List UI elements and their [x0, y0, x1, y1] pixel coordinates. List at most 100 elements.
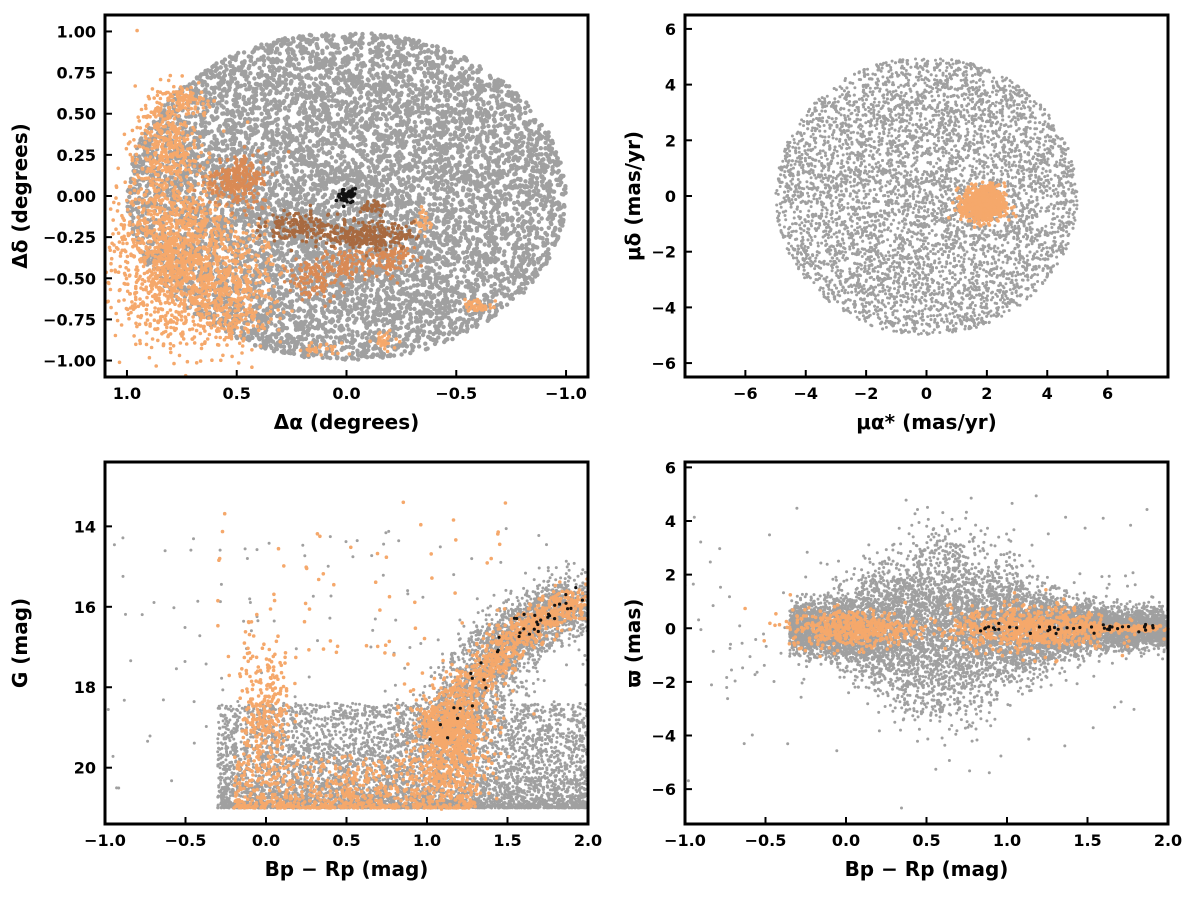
data-point: [385, 159, 390, 164]
data-point: [347, 304, 353, 309]
data-point: [445, 226, 450, 231]
data-point: [475, 322, 480, 328]
data-point: [421, 196, 426, 201]
data-point: [500, 152, 505, 158]
data-point: [347, 206, 352, 211]
data-point: [303, 135, 308, 140]
data-point: [324, 315, 329, 321]
data-point: [489, 283, 494, 289]
data-point: [311, 143, 316, 148]
data-point: [536, 219, 542, 225]
data-point: [353, 161, 358, 166]
data-point: [403, 298, 409, 303]
data-point: [233, 221, 238, 227]
data-point: [211, 103, 216, 108]
data-point: [496, 249, 502, 254]
data-point: [305, 191, 311, 197]
data-point: [342, 159, 347, 164]
data-point: [331, 300, 337, 305]
data-point: [365, 310, 370, 315]
data-point: [401, 73, 406, 79]
data-point: [530, 247, 535, 252]
data-point: [476, 149, 481, 155]
data-point: [449, 202, 454, 208]
data-point: [423, 42, 429, 48]
data-point: [294, 57, 299, 62]
data-point: [329, 65, 335, 71]
data-point: [246, 80, 252, 86]
data-point: [369, 157, 374, 162]
sky-position-panel: 1.0 0.5 0.0 −0.5 −1.01.000.750.500.250.00−0.…: [8, 13, 590, 434]
data-point: [299, 169, 305, 174]
data-point: [305, 37, 311, 43]
data-point: [416, 183, 421, 188]
data-point: [413, 207, 419, 212]
data-point: [440, 182, 446, 187]
data-point: [437, 265, 442, 270]
data-point: [420, 106, 425, 111]
data-point: [557, 182, 562, 187]
data-point: [271, 59, 277, 65]
data-point: [493, 267, 498, 272]
data-point: [539, 216, 544, 221]
data-point: [329, 103, 334, 109]
data-point: [242, 150, 248, 155]
data-point: [333, 159, 339, 164]
data-point: [388, 57, 393, 62]
data-point: [448, 55, 454, 61]
data-point: [297, 194, 303, 199]
data-point: [274, 178, 280, 183]
data-point: [308, 59, 314, 64]
data-point: [457, 92, 462, 97]
data-point: [326, 93, 331, 99]
data-point: [307, 139, 313, 144]
data-point: [486, 123, 491, 129]
data-point: [257, 65, 262, 71]
data-point: [355, 306, 360, 311]
data-point: [462, 274, 467, 279]
data-point: [248, 244, 253, 249]
data-point: [440, 103, 445, 109]
data-point: [451, 136, 456, 141]
data-point: [280, 258, 286, 263]
data-point: [480, 267, 486, 272]
data-point: [221, 163, 226, 168]
data-point: [367, 169, 373, 174]
data-point: [441, 324, 446, 330]
data-point: [515, 126, 520, 131]
data-point: [371, 76, 376, 81]
data-point: [481, 282, 487, 287]
data-point: [384, 128, 389, 133]
data-point: [546, 157, 551, 163]
data-point: [414, 310, 420, 316]
data-point: [427, 164, 432, 170]
data-point: [379, 187, 385, 193]
data-point: [388, 159, 393, 164]
data-point: [418, 43, 424, 49]
data-point: [284, 94, 289, 100]
data-point: [405, 278, 410, 283]
data-point: [358, 104, 364, 109]
data-point: [458, 308, 463, 313]
data-point: [203, 124, 208, 130]
data-point: [368, 293, 374, 298]
data-point: [521, 190, 526, 195]
data-point: [486, 223, 491, 229]
data-point: [316, 148, 321, 153]
data-point: [524, 100, 529, 105]
data-point: [486, 219, 491, 225]
data-point: [127, 194, 132, 200]
data-point: [285, 186, 291, 192]
data-point: [369, 107, 374, 113]
data-point: [493, 195, 498, 200]
data-point: [391, 353, 397, 358]
data-point: [486, 163, 492, 168]
data-point: [339, 150, 345, 155]
data-point: [464, 320, 470, 325]
data-point: [241, 50, 247, 55]
data-point: [499, 236, 504, 241]
data-point: [527, 212, 533, 217]
data-point: [497, 148, 502, 153]
data-point: [530, 277, 535, 283]
data-point: [408, 312, 413, 317]
